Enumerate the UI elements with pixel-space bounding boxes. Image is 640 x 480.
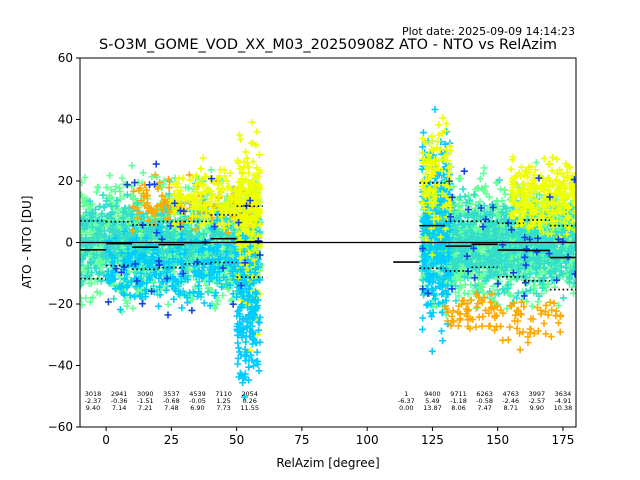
bin-mean-label: -1.18 xyxy=(450,397,467,405)
bin-std-label: 7.14 xyxy=(112,404,126,412)
bin-std-label: 11.55 xyxy=(240,404,259,412)
x-tick-label: 175 xyxy=(551,433,574,447)
bin-std-label: 9.40 xyxy=(86,404,100,412)
bin-count-label: 3634 xyxy=(555,390,572,398)
bin-annotation: 1-6.370.00 xyxy=(398,390,415,412)
bin-count-label: 9400 xyxy=(424,390,441,398)
scatter-point xyxy=(507,153,576,241)
y-tick-label: 40 xyxy=(58,113,73,127)
y-tick-label: 20 xyxy=(58,174,73,188)
y-axis-label: ATO - NTO [DU] xyxy=(20,196,34,289)
y-tick-label: 60 xyxy=(58,51,73,65)
scatter-point xyxy=(233,232,264,401)
scatter-point xyxy=(419,167,576,300)
chart-title: S-O3M_GOME_VOD_XX_M03_20250908Z ATO - NT… xyxy=(99,37,557,53)
bin-std-label: 7.48 xyxy=(164,404,178,412)
bin-mean-label: -0.68 xyxy=(163,397,180,405)
bin-count-label: 3090 xyxy=(137,390,154,398)
x-tick-label: 25 xyxy=(164,433,179,447)
bin-mean-label: -0.05 xyxy=(189,397,206,405)
bin-annotation: 3537-0.687.48 xyxy=(163,390,180,412)
plot-date-label: Plot date: 2025-09-09 14:14:23 xyxy=(402,25,575,38)
bin-annotation: 3018-2.379.40 xyxy=(85,390,102,412)
bin-std-label: 7.47 xyxy=(477,404,491,412)
scatter-series xyxy=(507,153,576,241)
bin-std-label: 9.90 xyxy=(530,404,544,412)
bin-count-label: 3537 xyxy=(163,390,180,398)
bin-std-label: 8.71 xyxy=(503,404,517,412)
bin-mean-label: -2.46 xyxy=(502,397,519,405)
x-tick-label: 150 xyxy=(486,433,509,447)
bin-mean-label: 0.26 xyxy=(242,397,256,405)
x-tick-label: 100 xyxy=(356,433,379,447)
bin-std-label: 7.21 xyxy=(138,404,152,412)
bin-annotation: 4539-0.056.90 xyxy=(189,390,206,412)
scatter-point xyxy=(442,290,501,334)
bin-count-label: 2054 xyxy=(241,390,258,398)
bin-std-label: 7.73 xyxy=(216,404,230,412)
x-axis-label: RelAzim [degree] xyxy=(276,456,379,470)
x-tick-label: 50 xyxy=(229,433,244,447)
bin-count-label: 9711 xyxy=(450,390,467,398)
bin-count-label: 1 xyxy=(404,390,408,398)
y-tick-label: −60 xyxy=(48,420,73,434)
bin-mean-label: -0.36 xyxy=(111,397,128,405)
bin-mean-label: -2.57 xyxy=(528,397,545,405)
scatter-series xyxy=(497,298,565,354)
bin-mean-label: -4.91 xyxy=(555,397,572,405)
y-tick-label: 0 xyxy=(65,236,73,250)
bin-mean-label: -0.58 xyxy=(476,397,493,405)
bin-count-label: 6263 xyxy=(476,390,493,398)
bin-annotation: 3997-2.579.90 xyxy=(528,390,545,412)
scatter-series xyxy=(442,290,501,334)
bin-count-label: 3018 xyxy=(85,390,102,398)
bin-count-label: 4539 xyxy=(189,390,206,398)
y-tick-label: −20 xyxy=(48,297,73,311)
bin-std-label: 6.90 xyxy=(190,404,204,412)
scatter-points xyxy=(80,106,576,401)
bin-count-label: 4763 xyxy=(502,390,519,398)
bin-count-label: 7110 xyxy=(215,390,232,398)
bin-mean-label: -2.37 xyxy=(85,397,102,405)
bin-std-label: 13.87 xyxy=(423,404,442,412)
axes: 0 25 50 75 100 125 150 175 −60 −40 −20 0 20 40 60 xyxy=(48,51,575,447)
bin-annotation: 3090-1.517.21 xyxy=(137,390,154,412)
x-tick-label: 75 xyxy=(294,433,309,447)
scatter-series xyxy=(233,232,264,401)
bin-annotation: 9711-1.188.06 xyxy=(450,390,467,412)
y-tick-label: −40 xyxy=(48,359,73,373)
bin-annotation: 6263-0.587.47 xyxy=(476,390,493,412)
bin-std-label: 0.00 xyxy=(399,404,413,412)
bin-count-label: 3997 xyxy=(529,390,546,398)
x-tick-label: 0 xyxy=(102,433,110,447)
x-tick-label: 125 xyxy=(421,433,444,447)
scatter-series xyxy=(419,167,576,300)
bin-statistics xyxy=(80,182,576,291)
bin-mean-label: -6.37 xyxy=(398,397,415,405)
bin-mean-label: 1.25 xyxy=(216,397,230,405)
bin-annotations: 3018-2.379.402941-0.367.143090-1.517.213… xyxy=(85,390,573,412)
bin-count-label: 2941 xyxy=(111,390,128,398)
bin-std-label: 8.06 xyxy=(451,404,465,412)
bin-annotation: 4763-2.468.71 xyxy=(502,390,519,412)
bin-std-label: 10.38 xyxy=(554,404,573,412)
bin-annotation: 2941-0.367.14 xyxy=(111,390,128,412)
scatter-point xyxy=(497,298,565,354)
bin-mean-label: -1.51 xyxy=(137,397,154,405)
bin-mean-label: 5.49 xyxy=(425,397,439,405)
